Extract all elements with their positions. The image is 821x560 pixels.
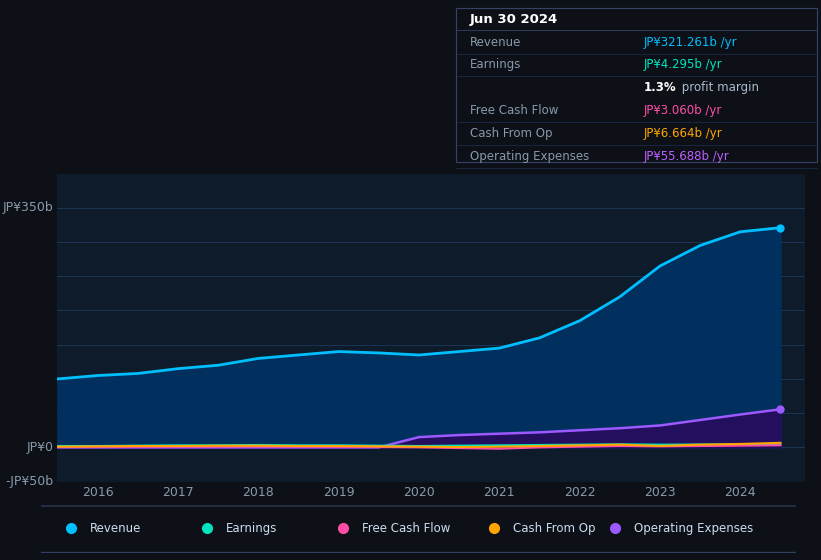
Text: Cash From Op: Cash From Op — [470, 127, 553, 140]
Text: Operating Expenses: Operating Expenses — [470, 150, 589, 163]
Text: JP¥6.664b /yr: JP¥6.664b /yr — [644, 127, 722, 140]
FancyBboxPatch shape — [34, 506, 804, 552]
Text: JP¥3.060b /yr: JP¥3.060b /yr — [644, 104, 722, 117]
Text: Earnings: Earnings — [226, 522, 277, 535]
Text: Jun 30 2024: Jun 30 2024 — [470, 13, 558, 26]
Text: Earnings: Earnings — [470, 58, 521, 71]
Text: Free Cash Flow: Free Cash Flow — [362, 522, 451, 535]
Text: Revenue: Revenue — [470, 35, 521, 49]
FancyBboxPatch shape — [456, 8, 817, 162]
Text: JP¥350b: JP¥350b — [3, 202, 53, 214]
Text: Cash From Op: Cash From Op — [513, 522, 595, 535]
Text: 1.3%: 1.3% — [644, 81, 677, 94]
Text: Revenue: Revenue — [90, 522, 141, 535]
Text: profit margin: profit margin — [678, 81, 759, 94]
Text: -JP¥50b: -JP¥50b — [6, 475, 53, 488]
Text: Free Cash Flow: Free Cash Flow — [470, 104, 558, 117]
Text: JP¥321.261b /yr: JP¥321.261b /yr — [644, 35, 737, 49]
Text: JP¥4.295b /yr: JP¥4.295b /yr — [644, 58, 722, 71]
Text: JP¥0: JP¥0 — [27, 441, 53, 454]
Text: JP¥55.688b /yr: JP¥55.688b /yr — [644, 150, 729, 163]
Text: Operating Expenses: Operating Expenses — [634, 522, 753, 535]
